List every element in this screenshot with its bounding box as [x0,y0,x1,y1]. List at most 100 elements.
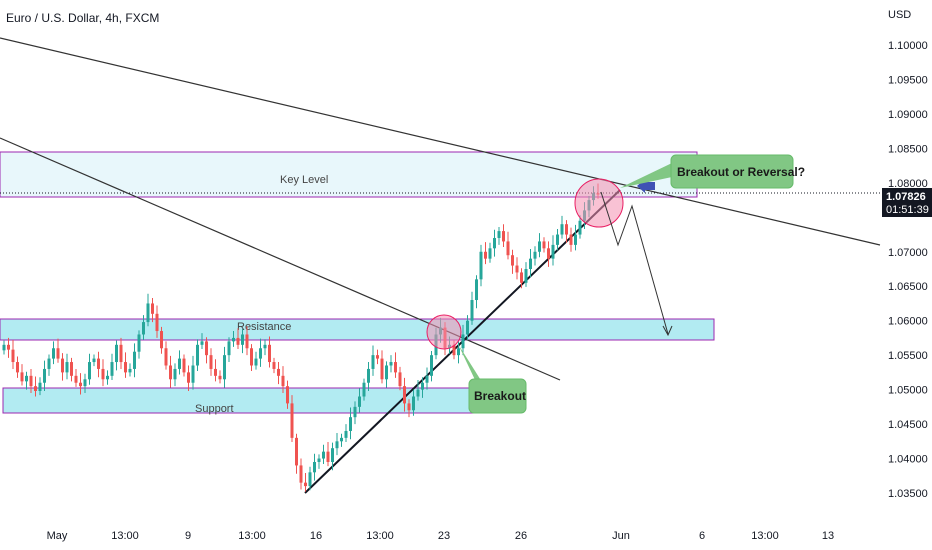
key-level-label: Key Level [280,174,328,186]
bullish-candle [227,341,231,356]
bullish-candle [353,406,357,418]
bullish-candle [331,448,334,462]
bearish-candle [398,372,402,387]
y-tick-label: 1.10000 [888,40,928,52]
bullish-candle [146,303,150,323]
bullish-candle [457,348,460,356]
bearish-candle [569,234,573,245]
bullish-candle [538,241,541,252]
upper-trendline[interactable] [0,37,881,246]
y-tick-label: 1.03500 [888,488,928,500]
bullish-candle [371,355,375,369]
bullish-candle [578,220,582,235]
bearish-candle [169,365,172,380]
projection-path [600,191,669,335]
support-zone[interactable] [2,387,511,414]
y-tick-label: 1.05500 [888,350,928,362]
bearish-candle [268,344,271,363]
bullish-candle [461,334,465,349]
breakout-circle [426,314,462,350]
price-tag-countdown: 01:51:39 [886,204,929,216]
chart-title: Euro / U.S. Dollar, 4h, FXCM [6,11,159,25]
bearish-candle [7,344,10,350]
bullish-candle [25,375,28,382]
bearish-candle [79,382,82,387]
bullish-candle [43,368,46,383]
bearish-candle [304,482,307,487]
time-axis[interactable]: May 13:00 9 13:00 16 13:00 23 26 Jun 6 13:00 13 [47,530,835,542]
bullish-candle [367,368,370,383]
bullish-candle [133,351,136,369]
resistance-zone[interactable] [0,318,715,341]
bullish-candle [479,251,483,280]
bearish-candle [326,451,330,462]
x-tick-label: Jun [612,530,630,542]
bullish-candle [223,355,226,380]
bullish-candle [340,437,343,442]
bullish-candle [308,472,312,487]
bearish-candle [542,241,546,249]
x-tick-label: 13 [822,530,834,542]
bearish-candle [295,437,298,466]
bullish-candle [83,379,87,387]
bearish-candle [214,368,217,376]
bullish-candle [560,224,564,235]
bearish-candle [160,331,163,349]
y-tick-label: 1.07000 [888,247,928,259]
breakout-callout-pointer [458,344,482,382]
bearish-candle [502,231,505,242]
y-tick-label: 1.09000 [888,109,928,121]
bearish-candle [407,403,411,411]
bearish-candle [56,348,60,359]
price-tag-value: 1.07826 [886,191,926,203]
bullish-candle [335,441,339,449]
bearish-candle [182,358,186,373]
bearish-candle [101,368,105,380]
bullish-candle [65,362,69,373]
bearish-candle [11,349,15,363]
x-tick-label: 13:00 [366,530,394,542]
bullish-candle [317,458,321,462]
bullish-candle [470,300,474,321]
bullish-candle [358,396,361,407]
x-tick-label: 23 [438,530,450,542]
bullish-candle [241,334,244,345]
bullish-candle [533,251,537,259]
bullish-candle [115,344,118,363]
bearish-candle [155,313,159,332]
bearish-candle [205,341,208,356]
bearish-candle [506,241,510,256]
bullish-candle [263,344,267,349]
bullish-candle [475,279,478,301]
y-tick-label: 1.08500 [888,143,928,155]
bullish-candle [344,430,348,438]
y-tick-label: 1.06500 [888,281,928,293]
bullish-candle [430,355,433,376]
x-tick-label: 13:00 [238,530,266,542]
bullish-candle [232,337,235,342]
bullish-candle [259,348,262,359]
bearish-candle [520,272,523,283]
bearish-candle [29,375,33,387]
y-tick-label: 1.08000 [888,178,928,190]
bearish-candle [236,337,240,345]
bullish-candle [128,368,132,373]
bullish-candle [556,234,559,245]
bearish-candle [380,358,384,380]
bearish-candle [97,358,100,369]
price-axis[interactable]: 1.10000 1.09500 1.09000 1.08500 1.08000 1.070… [888,40,928,500]
bullish-candle [529,258,532,269]
bullish-candle [137,334,141,352]
bullish-candle [349,417,352,431]
bearish-candle [511,255,514,266]
bullish-candle [385,365,388,380]
resistance-label: Resistance [237,321,291,333]
y-tick-label: 1.09500 [888,74,928,86]
reversal-callout [670,154,794,189]
x-tick-label: 16 [310,530,322,542]
y-tick-label: 1.06000 [888,316,928,328]
lower-trendline[interactable] [0,137,561,381]
bearish-candle [286,386,289,404]
